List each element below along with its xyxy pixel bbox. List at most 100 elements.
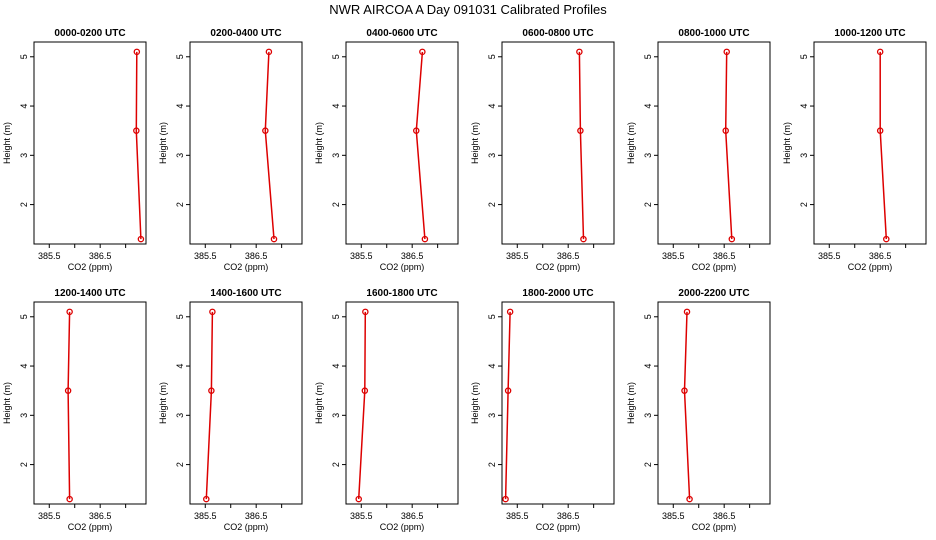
x-tick-label: 385.5 [506,511,529,521]
y-tick-label: 4 [175,104,185,109]
data-point [362,308,369,316]
y-axis-label: Height (m) [314,382,324,424]
x-axis-label: CO2 (ppm) [848,262,893,272]
y-tick-label: 4 [19,364,29,369]
x-tick-label: 386.5 [401,511,424,521]
y-tick-label: 3 [643,413,653,418]
x-tick-label: 385.5 [350,251,373,261]
y-tick-label: 2 [175,202,185,207]
figure-title: NWR AIRCOA A Day 091031 Calibrated Profi… [329,2,607,17]
profile-line [724,51,733,240]
y-axis-label: Height (m) [2,382,12,424]
plot-frame [345,301,459,505]
panel-title: 0800-1000 UTC [678,28,749,39]
data-point [133,48,141,56]
x-tick-label: 386.5 [89,511,112,521]
panel-title: 1000-1200 UTC [834,28,905,39]
x-axis-label: CO2 (ppm) [380,522,425,532]
y-tick-label: 3 [175,153,185,158]
y-axis-label: Height (m) [470,382,480,424]
x-tick-label: 385.5 [38,251,61,261]
data-point [876,127,884,134]
y-axis-label: Height (m) [314,122,324,164]
profile-line [578,51,585,240]
y-tick-label: 2 [643,202,653,207]
y-tick-label: 3 [19,153,29,158]
data-point [419,48,426,56]
profile-line [415,51,426,240]
data-point [686,495,693,503]
plot-frame [501,41,615,245]
x-axis-label: CO2 (ppm) [692,522,737,532]
y-tick-label: 5 [331,54,341,59]
data-point [683,308,691,316]
y-tick-label: 3 [331,413,341,418]
x-axis-label: CO2 (ppm) [224,522,269,532]
y-tick-label: 4 [487,104,497,109]
y-tick-label: 2 [331,202,341,207]
x-tick-label: 386.5 [557,251,580,261]
y-tick-label: 3 [19,413,29,418]
y-axis-label: Height (m) [2,122,12,164]
y-tick-label: 5 [487,54,497,59]
y-tick-label: 5 [19,314,29,319]
panel-title: 1400-1600 UTC [210,288,281,299]
profile-line [264,51,275,240]
x-tick-label: 385.5 [662,511,685,521]
x-tick-label: 385.5 [38,511,61,521]
y-tick-label: 4 [487,364,497,369]
data-point [580,235,587,243]
data-point [876,48,884,56]
y-axis-label: Height (m) [626,382,636,424]
plot-frame [189,41,303,245]
data-point [270,235,278,243]
y-axis-label: Height (m) [470,122,480,164]
y-tick-label: 2 [331,462,341,467]
data-point [208,387,215,394]
plot-frame [501,301,615,505]
y-tick-label: 5 [175,54,185,59]
panel-title: 0000-0200 UTC [54,28,125,39]
y-tick-label: 4 [19,104,29,109]
x-tick-label: 386.5 [557,511,580,521]
x-tick-label: 386.5 [401,251,424,261]
y-tick-label: 3 [643,153,653,158]
x-tick-label: 385.5 [506,251,529,261]
data-point [64,387,72,394]
plot-frame [813,41,927,245]
x-axis-label: CO2 (ppm) [536,262,581,272]
y-tick-label: 5 [643,54,653,59]
data-point [209,308,216,316]
x-tick-label: 386.5 [245,511,268,521]
x-axis-label: CO2 (ppm) [68,522,113,532]
x-tick-label: 385.5 [662,251,685,261]
x-axis-label: CO2 (ppm) [68,262,113,272]
panel-title: 0200-0400 UTC [210,28,281,39]
plot-frame [33,41,147,245]
plot-frame [33,301,147,505]
data-point [413,127,420,134]
data-point [723,48,730,56]
profile-line [67,311,71,500]
x-axis-label: CO2 (ppm) [536,522,581,532]
y-axis-label: Height (m) [158,122,168,164]
y-tick-label: 3 [487,153,497,158]
plot-frame [657,41,771,245]
y-tick-label: 2 [487,202,497,207]
y-tick-label: 4 [799,104,809,109]
y-tick-label: 4 [175,364,185,369]
y-tick-label: 4 [643,364,653,369]
y-axis-label: Height (m) [158,382,168,424]
panel-title: 0600-0800 UTC [522,28,593,39]
panel-title: 1200-1400 UTC [54,288,125,299]
y-tick-label: 5 [19,54,29,59]
x-tick-label: 385.5 [194,511,217,521]
y-tick-label: 3 [175,413,185,418]
x-tick-label: 386.5 [869,251,892,261]
